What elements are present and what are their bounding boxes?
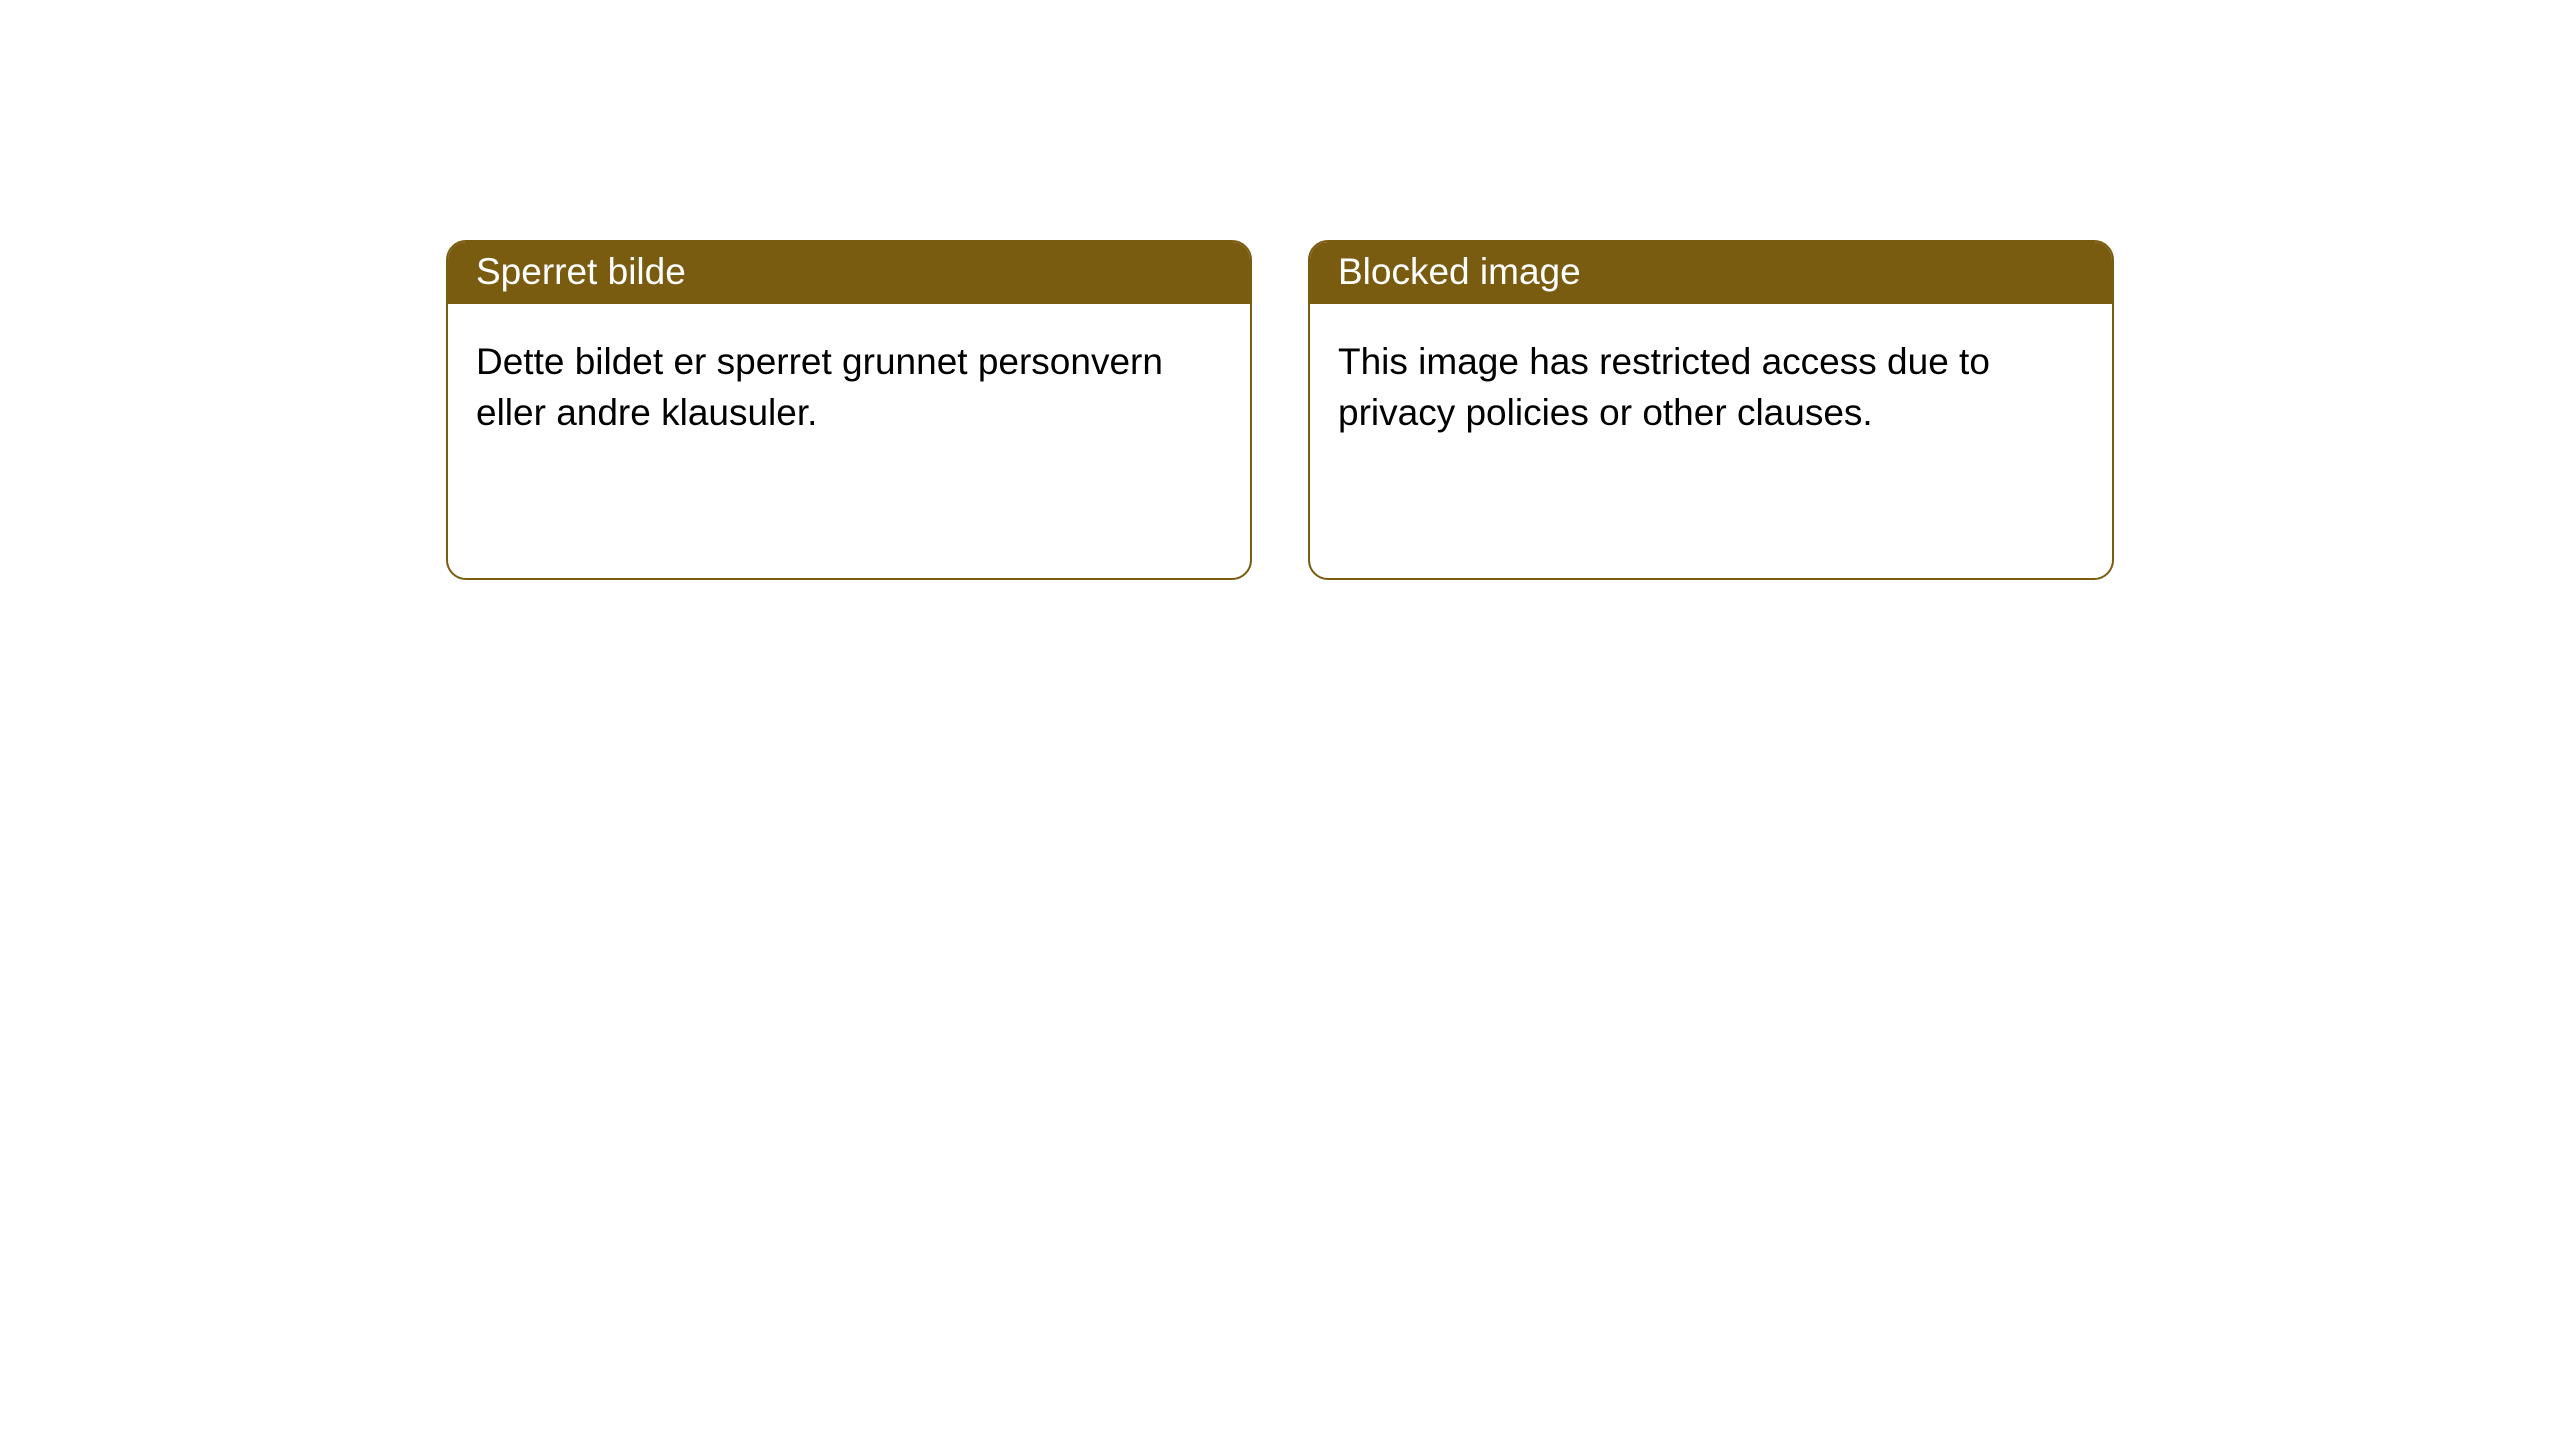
card-header-norwegian: Sperret bilde (448, 242, 1250, 304)
card-title: Sperret bilde (476, 251, 686, 292)
card-body-english: This image has restricted access due to … (1310, 304, 2112, 470)
card-body-text: Dette bildet er sperret grunnet personve… (476, 341, 1163, 433)
card-title: Blocked image (1338, 251, 1581, 292)
card-body-text: This image has restricted access due to … (1338, 341, 1990, 433)
notice-container: Sperret bilde Dette bildet er sperret gr… (0, 0, 2560, 580)
blocked-image-card-english: Blocked image This image has restricted … (1308, 240, 2114, 580)
card-body-norwegian: Dette bildet er sperret grunnet personve… (448, 304, 1250, 470)
blocked-image-card-norwegian: Sperret bilde Dette bildet er sperret gr… (446, 240, 1252, 580)
card-header-english: Blocked image (1310, 242, 2112, 304)
